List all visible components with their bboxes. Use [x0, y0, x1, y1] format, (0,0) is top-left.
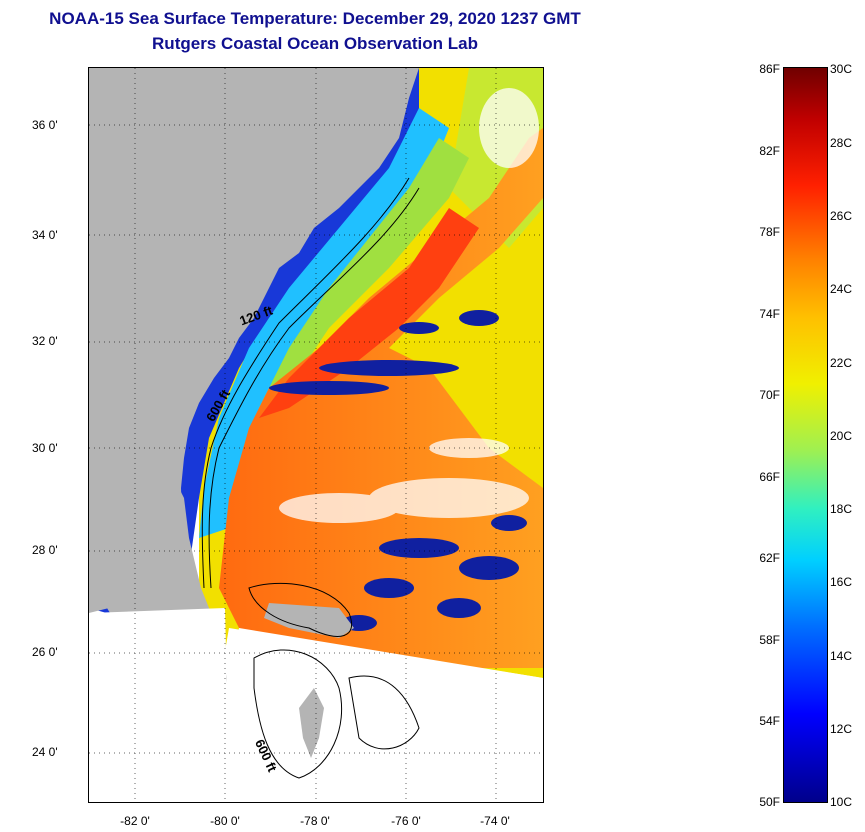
colorbar-label-16c: 16C [830, 575, 853, 589]
shelf-water [199, 108, 449, 538]
lat-label-30: 30 0' [32, 441, 58, 455]
lat-label-26: 26 0' [32, 645, 58, 659]
colorbar-label-58f: 58F [759, 633, 780, 647]
colorbar-label-54f: 54F [759, 714, 780, 728]
colorbar-label-62f: 62F [759, 551, 780, 565]
colorbar-label-14c: 14C [830, 649, 853, 663]
cold-eddies [269, 310, 527, 631]
lat-label-36: 36 0' [32, 118, 58, 132]
lat-label-32: 32 0' [32, 334, 58, 348]
colorbar-label-20c: 20C [830, 429, 853, 443]
lon-label-78: -78 0' [300, 814, 330, 828]
lat-label-34: 34 0' [32, 228, 58, 242]
lon-label-74: -74 0' [480, 814, 510, 828]
colorbar-label-30c: 30C [830, 62, 853, 76]
colorbar-label-28c: 28C [830, 136, 853, 150]
colorbar-label-78f: 78F [759, 225, 780, 239]
colorbar-label-86f: 86F [759, 62, 780, 76]
colorbar-label-82f: 82F [759, 144, 780, 158]
sst-map[interactable]: 120 ft 600 ft 600 ft [88, 67, 544, 803]
temperature-colorbar [783, 67, 828, 803]
colorbar-label-10c: 10C [830, 795, 853, 809]
land-bahamas-north [264, 603, 354, 638]
colorbar-label-74f: 74F [759, 307, 780, 321]
colorbar-label-12c: 12C [830, 722, 853, 736]
colorbar-label-70f: 70F [759, 388, 780, 402]
lat-label-28: 28 0' [32, 543, 58, 557]
colorbar-label-24c: 24C [830, 282, 853, 296]
gulf-stream [219, 128, 543, 668]
graticule [89, 68, 543, 802]
map-subtitle: Rutgers Coastal Ocean Observation Lab [152, 34, 478, 53]
colorbar-label-26c: 26C [830, 209, 853, 223]
colorbar-label-50f: 50F [759, 795, 780, 809]
depth-contours [201, 177, 420, 779]
lat-label-24: 24 0' [32, 745, 58, 759]
lon-label-80: -80 0' [210, 814, 240, 828]
colorbar-label-18c: 18C [830, 502, 853, 516]
lon-label-76: -76 0' [391, 814, 421, 828]
colorbar-label-22c: 22C [830, 356, 853, 370]
lon-label-82: -82 0' [120, 814, 150, 828]
gulf-stream-core [259, 208, 479, 418]
land-bahamas [299, 688, 324, 758]
colorbar-label-66f: 66F [759, 470, 780, 484]
map-title: NOAA-15 Sea Surface Temperature: Decembe… [49, 9, 581, 28]
sst-map-canvas [89, 68, 543, 802]
cloud-mask [279, 88, 539, 523]
